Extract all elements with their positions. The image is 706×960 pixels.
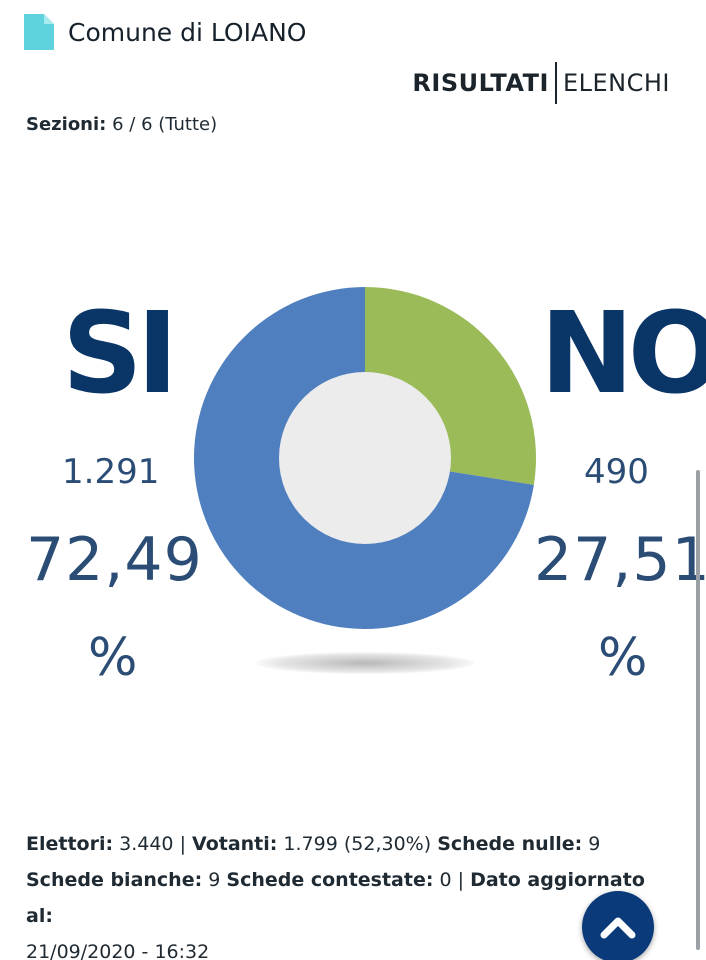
schede-nulle-label: Schede nulle: [437,833,583,855]
elettori-value: 3.440 [119,833,174,855]
dato-aggiornato-value: 21/09/2020 - 16:32 [26,941,210,960]
donut-chart [192,285,538,631]
footer-stats: Elettori: 3.440 | Votanti: 1.799 (52,30%… [26,826,676,960]
sezioni-value: 6 / 6 (Tutte) [112,114,218,135]
no-percent-sign: % [598,628,648,688]
tab-divider [554,62,557,104]
tab-elenchi[interactable]: ELENCHI [562,69,670,97]
header: Comune di LOIANO [24,14,306,50]
elettori-label: Elettori: [26,833,114,855]
schede-bianche-value: 9 [208,869,221,891]
dato-aggiornato-label: Dato aggiornato al: [26,869,645,927]
chart-shadow [256,652,474,674]
separator: | [457,869,465,891]
votanti-value: 1.799 (52,30%) [283,833,432,855]
schede-bianche-label: Schede bianche: [26,869,203,891]
document-icon [24,14,54,50]
page-title: Comune di LOIANO [68,17,307,47]
schede-contestate-label: Schede contestate: [226,869,434,891]
tab-risultati[interactable]: RISULTATI [412,69,549,97]
no-percent: 27,51 [534,525,706,595]
view-tabs: RISULTATI ELENCHI [412,62,670,104]
chevron-up-icon [600,917,636,939]
donut-hole [279,372,451,544]
no-label: NO [540,289,706,419]
no-count: 490 [584,452,649,492]
sezioni-label: Sezioni: [26,114,107,135]
schede-nulle-value: 9 [588,833,601,855]
separator: | [179,833,186,855]
si-percent: 72,49 [26,525,203,595]
scrollbar[interactable] [696,470,700,950]
si-percent-sign: % [88,628,138,688]
si-count: 1.291 [62,452,160,492]
votanti-label: Votanti: [192,833,278,855]
scroll-top-button[interactable] [582,891,654,960]
si-label: SI [62,289,178,419]
sezioni-info: Sezioni: 6 / 6 (Tutte) [26,114,217,135]
schede-contestate-value: 0 [439,869,452,891]
